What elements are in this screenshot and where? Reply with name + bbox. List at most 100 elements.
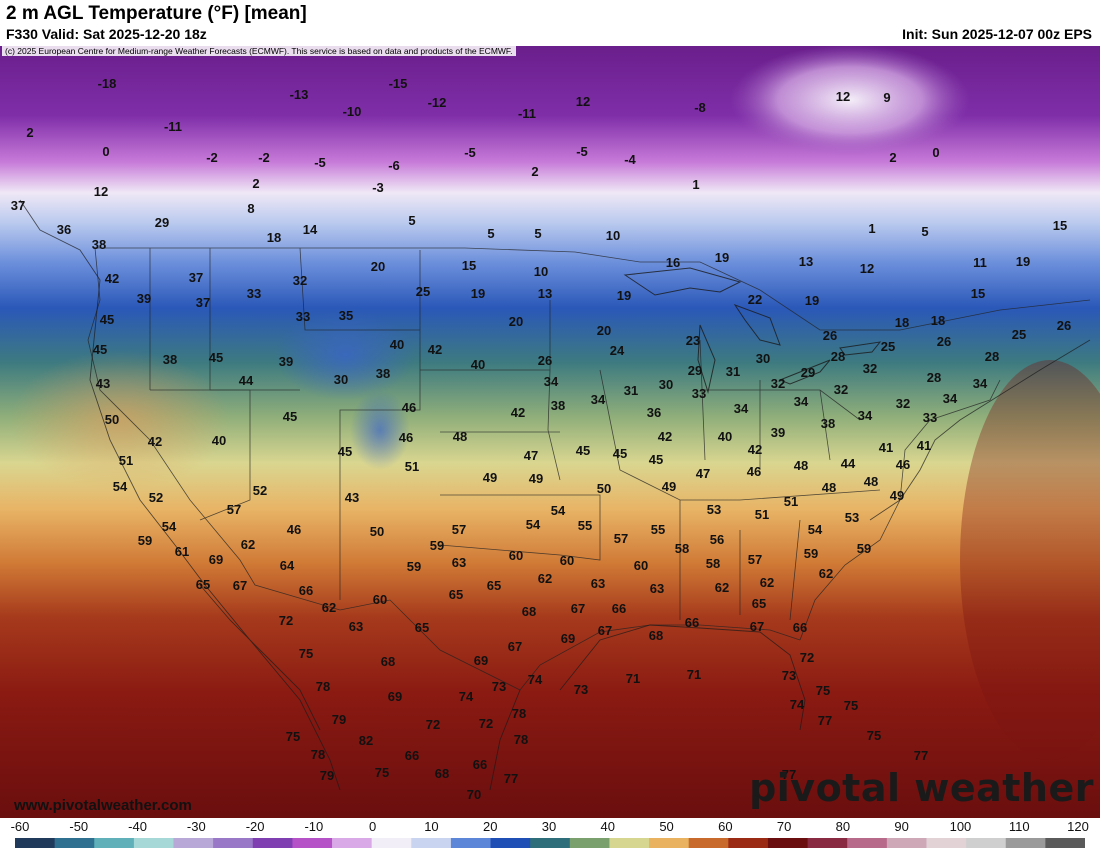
temperature-value: 37	[11, 198, 25, 213]
temperature-value: 46	[896, 457, 910, 472]
temperature-value: 42	[748, 442, 762, 457]
temperature-value: 42	[428, 342, 442, 357]
color-scale-segment	[767, 838, 809, 848]
color-scale-segment	[450, 838, 492, 848]
temperature-value: 46	[747, 464, 761, 479]
color-scale: -60 -50 -40 -30 -20 -10 0 10 20 30 40 50 60 70 80 90 100…	[0, 818, 1100, 850]
temperature-value: 28	[985, 349, 999, 364]
temperature-value: 70	[467, 787, 481, 802]
temperature-value: 30	[334, 372, 348, 387]
temperature-value: 46	[402, 400, 416, 415]
color-scale-segment	[609, 838, 650, 848]
temperature-value: 50	[105, 412, 119, 427]
temperature-value: 28	[927, 370, 941, 385]
temperature-value: 55	[578, 518, 592, 533]
temperature-value: 71	[626, 671, 640, 686]
color-scale-tick: -10	[304, 819, 324, 834]
map-header: 2 m AGL Temperature (°F) [mean] F330 Val…	[0, 0, 1100, 46]
color-scale-tick: 120	[1067, 819, 1089, 834]
temperature-value: 38	[551, 398, 565, 413]
website-link[interactable]: www.pivotalweather.com	[14, 797, 192, 814]
temperature-value: 42	[511, 405, 525, 420]
temperature-value: 44	[239, 373, 254, 388]
temperature-value: 60	[634, 558, 648, 573]
temperature-value: 82	[359, 733, 373, 748]
temperature-value: -11	[518, 106, 536, 121]
temperature-value: 33	[247, 286, 261, 301]
temperature-value: 48	[822, 480, 836, 495]
temperature-value: 45	[93, 342, 107, 357]
temperature-value: 28	[831, 349, 845, 364]
temperature-value: 63	[650, 581, 664, 596]
color-scale-tick: -40	[128, 819, 147, 834]
temperature-value: 73	[782, 668, 796, 683]
temperature-value: 53	[707, 502, 721, 517]
temperature-value: 59	[407, 559, 421, 574]
temperature-value: 75	[816, 683, 830, 698]
temperature-value: 48	[794, 458, 808, 473]
temperature-value: 66	[612, 601, 626, 616]
temperature-value: 59	[138, 533, 152, 548]
temperature-value: 5	[534, 226, 541, 241]
temperature-map[interactable]: -18 -15 -13 -12 -10 -11 12 -8 -11 2 0 -2 -2 -5 -6 -5 -5-…	[0, 46, 1100, 818]
temperature-value: 68	[381, 654, 395, 669]
temperature-value: 29	[688, 363, 702, 378]
hudson-bay-region	[730, 46, 970, 155]
temperature-value: 45	[576, 443, 590, 458]
temperature-value: 67	[750, 619, 764, 634]
color-scale-tick: -60	[10, 819, 30, 834]
color-scale-segment	[966, 838, 1007, 848]
temperature-value: 68	[649, 628, 663, 643]
temperature-value: 20	[597, 323, 611, 338]
temperature-value: 62	[241, 537, 255, 552]
valid-time: F330 Valid: Sat 2025-12-20 18z	[6, 26, 207, 42]
temperature-value: -11	[164, 119, 182, 134]
temperature-value: 74	[459, 689, 474, 704]
temperature-value: 43	[345, 490, 359, 505]
temperature-value: 19	[1016, 254, 1030, 269]
temperature-value: 52	[253, 483, 267, 498]
temperature-value: 49	[529, 471, 543, 486]
temperature-value: 19	[805, 293, 819, 308]
temperature-value: 5	[487, 226, 494, 241]
temperature-value: 73	[574, 682, 588, 697]
temperature-value: 67	[233, 578, 247, 593]
temperature-value: 67	[598, 623, 612, 638]
color-scale-segment	[252, 838, 293, 848]
temperature-value: 13	[799, 254, 813, 269]
temperature-value: 42	[148, 434, 162, 449]
temperature-value: -15	[389, 76, 408, 91]
temperature-value: 33	[692, 386, 706, 401]
temperature-value: 65	[415, 620, 429, 635]
temperature-value: 14	[303, 222, 318, 237]
temperature-value: 15	[1053, 218, 1067, 233]
temperature-value: 77	[504, 771, 518, 786]
temperature-value: 48	[453, 429, 467, 444]
temperature-value: 5	[921, 224, 928, 239]
color-scale-segment	[490, 838, 531, 848]
temperature-value: 18	[895, 315, 909, 330]
temperature-value: 32	[896, 396, 910, 411]
temperature-value: -4	[624, 152, 636, 167]
temperature-value: 72	[426, 717, 440, 732]
temperature-value: 67	[508, 639, 522, 654]
temperature-value: -5	[576, 144, 588, 159]
color-scale-segment	[94, 838, 135, 848]
temperature-value: 77	[914, 748, 928, 763]
temperature-value: 41	[879, 440, 893, 455]
temperature-value: 63	[452, 555, 466, 570]
color-scale-tick: 0	[369, 819, 377, 834]
temperature-value: 26	[538, 353, 552, 368]
temperature-value: 19	[617, 288, 631, 303]
temperature-value: 38	[376, 366, 390, 381]
temperature-value: 32	[771, 376, 785, 391]
temperature-value: 25	[416, 284, 430, 299]
temperature-value: 34	[794, 394, 809, 409]
temperature-value: 34	[591, 392, 606, 407]
color-scale-tick: -30	[186, 819, 206, 834]
temperature-value: 57	[452, 522, 466, 537]
temperature-value: 49	[662, 479, 676, 494]
temperature-value: 74	[790, 697, 805, 712]
temperature-value: 51	[119, 453, 133, 468]
